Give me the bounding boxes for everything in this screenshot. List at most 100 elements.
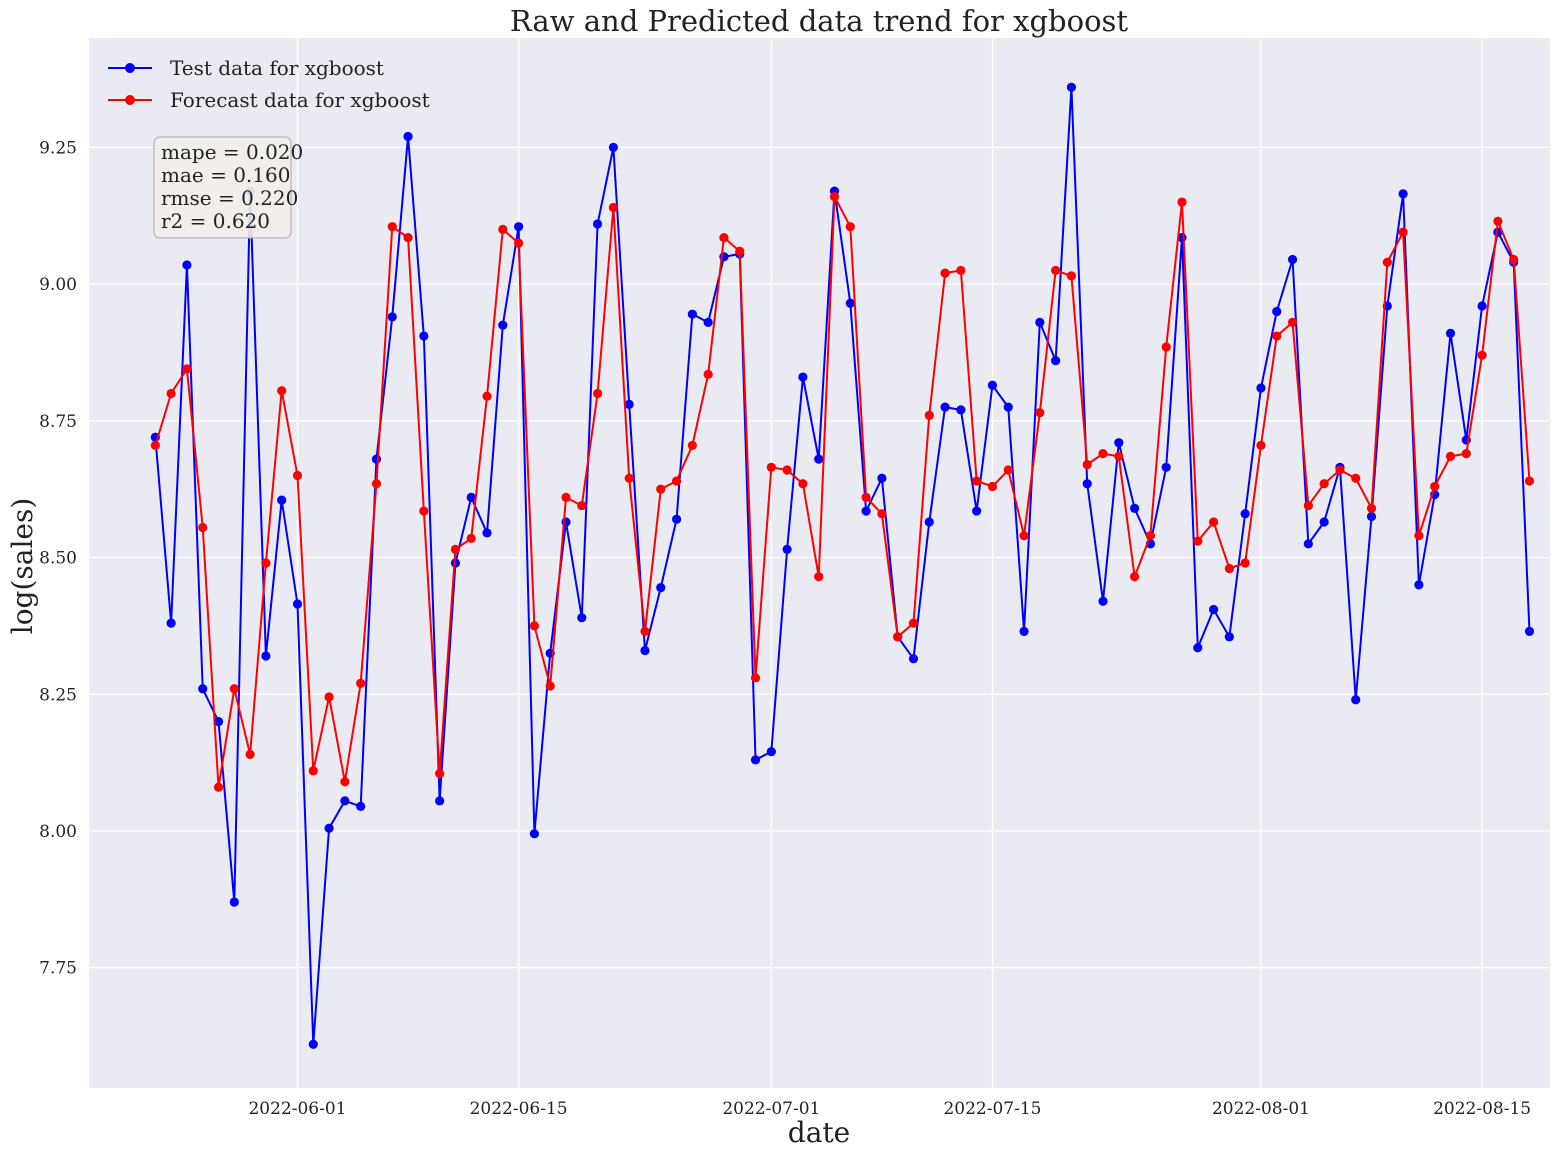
data-point-test xyxy=(1414,580,1424,590)
y-tick-label: 9.00 xyxy=(39,275,77,295)
data-point-forecast xyxy=(1430,481,1440,492)
data-point-forecast xyxy=(1193,536,1203,546)
data-point-forecast xyxy=(671,476,682,486)
y-axis-label: log(sales) xyxy=(6,498,39,635)
data-point-forecast xyxy=(750,673,761,683)
y-tick-label: 7.75 xyxy=(39,959,77,979)
data-point-test xyxy=(308,1039,318,1049)
data-point-forecast xyxy=(371,479,382,489)
data-point-test xyxy=(482,528,492,538)
data-point-test xyxy=(213,716,224,727)
data-point-test xyxy=(1524,626,1535,636)
x-tick-label: 2022-08-15 xyxy=(1433,1099,1531,1119)
data-point-forecast xyxy=(1303,500,1313,511)
metrics-box: mape = 0.020 mae = 0.160 rmse = 0.220 r2… xyxy=(153,136,303,239)
data-point-test xyxy=(166,618,176,628)
data-point-forecast xyxy=(1382,257,1392,267)
y-tick-label: 9.25 xyxy=(39,138,77,158)
data-point-forecast xyxy=(1240,558,1250,568)
series-layer xyxy=(150,82,1535,1049)
data-point-test xyxy=(1051,356,1061,366)
data-point-test xyxy=(1114,438,1124,448)
data-point-test xyxy=(529,829,540,839)
data-point-forecast xyxy=(245,749,255,760)
data-point-test xyxy=(624,399,634,410)
data-point-forecast xyxy=(1161,342,1171,352)
data-point-forecast xyxy=(782,465,792,475)
data-point-forecast xyxy=(308,766,318,776)
data-point-forecast xyxy=(1035,408,1045,418)
data-point-test xyxy=(1240,509,1250,519)
x-tick-label: 2022-07-15 xyxy=(943,1099,1041,1119)
legend-marker-test xyxy=(125,63,135,73)
data-point-test xyxy=(324,823,334,833)
data-point-test xyxy=(640,645,650,656)
data-point-forecast xyxy=(466,533,476,543)
data-point-forecast xyxy=(592,388,603,399)
data-point-test xyxy=(656,583,666,593)
data-point-forecast xyxy=(1287,317,1298,327)
data-point-test xyxy=(1003,402,1013,412)
data-point-forecast xyxy=(1098,449,1108,459)
data-point-forecast xyxy=(924,410,934,420)
data-point-forecast xyxy=(656,484,666,494)
data-point-forecast xyxy=(387,222,397,232)
tick-layer: 7.75 8.00 8.25 8.50 8.75 9.00 9.25 2022-06-01 20… xyxy=(39,138,1531,1119)
data-point-test xyxy=(1303,539,1313,549)
data-point-forecast xyxy=(861,492,871,502)
data-point-test xyxy=(1161,462,1171,472)
data-point-forecast xyxy=(450,544,461,554)
data-point-forecast xyxy=(1208,517,1219,527)
data-point-forecast xyxy=(529,621,540,631)
data-point-test xyxy=(229,897,239,907)
data-point-forecast xyxy=(340,777,350,787)
data-point-test xyxy=(845,298,855,308)
data-point-test xyxy=(798,372,808,382)
data-point-forecast xyxy=(324,692,334,702)
data-point-test xyxy=(292,599,303,609)
data-point-forecast xyxy=(719,233,729,243)
data-point-test xyxy=(340,796,350,806)
data-point-forecast xyxy=(877,509,887,519)
data-point-forecast xyxy=(1445,451,1456,461)
data-point-test xyxy=(498,320,508,330)
data-point-forecast xyxy=(482,391,492,401)
x-tick-label: 2022-08-01 xyxy=(1212,1099,1310,1119)
x-tick-label: 2022-06-01 xyxy=(248,1099,346,1119)
y-tick-label: 8.50 xyxy=(39,549,77,569)
data-point-test xyxy=(1193,643,1203,653)
legend-marker-forecast xyxy=(125,95,135,105)
data-point-test xyxy=(877,473,887,483)
data-point-test xyxy=(577,613,587,623)
data-point-forecast xyxy=(893,632,903,642)
data-point-forecast xyxy=(229,684,239,694)
data-point-test xyxy=(371,454,382,464)
data-point-test xyxy=(1035,317,1045,327)
data-point-test xyxy=(419,331,429,341)
series-line-forecast xyxy=(154,195,1531,789)
data-point-test xyxy=(1272,306,1282,317)
data-point-forecast xyxy=(1130,572,1140,582)
data-point-forecast xyxy=(1398,227,1408,237)
metric-mape: mape = 0.020 xyxy=(161,140,303,164)
metrics-box-background xyxy=(153,136,292,239)
data-point-test xyxy=(814,454,824,464)
data-point-test xyxy=(198,684,208,694)
x-axis-label: date xyxy=(788,1116,850,1149)
data-point-forecast xyxy=(1319,479,1329,489)
data-point-forecast xyxy=(829,191,840,202)
data-point-forecast xyxy=(1224,563,1234,574)
data-point-forecast xyxy=(1003,465,1013,475)
data-point-test xyxy=(1066,82,1077,92)
data-point-forecast xyxy=(292,470,303,481)
data-point-test xyxy=(703,317,713,327)
data-point-forecast xyxy=(1272,331,1282,341)
legend-label-forecast: Forecast data for xgboost xyxy=(170,88,430,112)
chart-title: Raw and Predicted data trend for xgboost xyxy=(510,4,1129,38)
data-point-forecast xyxy=(577,500,587,511)
data-point-test xyxy=(766,747,776,757)
data-point-test xyxy=(1445,328,1456,338)
data-point-test xyxy=(514,222,524,232)
data-point-forecast xyxy=(1509,254,1519,265)
legend-label-test: Test data for xgboost xyxy=(170,56,384,80)
